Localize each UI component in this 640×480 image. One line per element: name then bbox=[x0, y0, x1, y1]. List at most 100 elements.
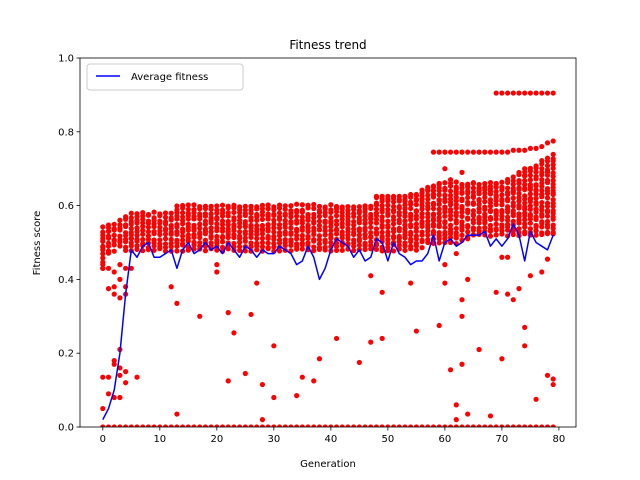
individual-point bbox=[271, 204, 277, 210]
individual-point bbox=[276, 222, 283, 228]
individual-point bbox=[322, 218, 328, 224]
individual-point bbox=[493, 208, 499, 214]
individual-point bbox=[504, 254, 511, 260]
individual-point bbox=[351, 210, 357, 217]
individual-point bbox=[231, 215, 237, 221]
zero-fitness-point bbox=[180, 424, 186, 427]
individual-point bbox=[214, 225, 220, 231]
individual-point bbox=[265, 222, 271, 228]
individual-point bbox=[402, 240, 408, 246]
individual-point bbox=[242, 370, 248, 377]
individual-point bbox=[140, 236, 146, 243]
individual-point bbox=[453, 225, 459, 232]
individual-point bbox=[550, 229, 556, 235]
x-axis-title: Generation bbox=[300, 459, 356, 470]
individual-point bbox=[265, 202, 271, 208]
individual-point bbox=[402, 222, 408, 228]
individual-point bbox=[333, 213, 340, 219]
individual-point bbox=[373, 210, 380, 216]
individual-point bbox=[162, 231, 169, 237]
individual-point bbox=[544, 155, 551, 161]
individual-point bbox=[322, 232, 328, 238]
individual-point bbox=[271, 221, 277, 227]
individual-point bbox=[390, 248, 397, 254]
y-tick-label: 0.4 bbox=[58, 275, 74, 286]
individual-point bbox=[493, 180, 499, 187]
individual-point bbox=[208, 211, 214, 217]
individual-point bbox=[123, 244, 129, 250]
individual-point bbox=[390, 203, 397, 210]
individual-point bbox=[180, 241, 186, 247]
individual-point bbox=[550, 181, 556, 187]
individual-point bbox=[191, 213, 197, 220]
zero-fitness-point bbox=[111, 424, 117, 427]
individual-point bbox=[533, 206, 539, 212]
individual-point bbox=[544, 163, 551, 169]
individual-point bbox=[191, 222, 197, 228]
individual-point bbox=[117, 365, 123, 371]
zero-fitness-point bbox=[214, 424, 220, 427]
individual-point bbox=[316, 356, 323, 362]
individual-point bbox=[425, 192, 431, 198]
individual-point bbox=[237, 239, 243, 245]
individual-point bbox=[550, 200, 556, 206]
x-tick-label: 30 bbox=[267, 434, 280, 445]
individual-point bbox=[214, 203, 220, 209]
individual-point bbox=[476, 214, 482, 220]
individual-point bbox=[419, 211, 425, 217]
individual-point bbox=[316, 226, 323, 232]
individual-point bbox=[197, 240, 203, 246]
individual-point bbox=[105, 248, 112, 254]
individual-point bbox=[430, 206, 437, 212]
individual-point bbox=[504, 221, 511, 227]
individual-point bbox=[385, 241, 391, 247]
individual-point bbox=[134, 246, 140, 252]
individual-point bbox=[174, 248, 180, 254]
individual-point bbox=[385, 202, 391, 208]
individual-point bbox=[362, 240, 368, 246]
individual-point bbox=[544, 140, 551, 146]
individual-point bbox=[419, 218, 425, 225]
individual-point bbox=[408, 243, 414, 249]
zero-fitness-point bbox=[151, 424, 157, 427]
individual-point bbox=[379, 202, 385, 209]
individual-point bbox=[134, 243, 140, 249]
individual-point bbox=[276, 230, 283, 236]
individual-point bbox=[442, 192, 448, 198]
individual-point bbox=[527, 211, 533, 218]
individual-point bbox=[202, 226, 209, 232]
individual-point bbox=[436, 240, 442, 246]
individual-point bbox=[311, 201, 317, 208]
individual-point bbox=[504, 291, 511, 297]
individual-point bbox=[413, 240, 419, 246]
individual-point bbox=[527, 182, 533, 188]
individual-point bbox=[276, 202, 283, 208]
individual-point bbox=[379, 335, 385, 342]
individual-point bbox=[339, 204, 345, 210]
individual-point bbox=[294, 213, 300, 219]
zero-fitness-point bbox=[436, 424, 442, 427]
zero-fitness-point bbox=[345, 424, 351, 427]
individual-point bbox=[425, 222, 431, 228]
legend-label-average-fitness: Average fitness bbox=[131, 72, 208, 83]
individual-point bbox=[522, 217, 528, 223]
individual-point bbox=[430, 184, 437, 190]
individual-point bbox=[231, 232, 237, 238]
individual-point bbox=[305, 211, 311, 218]
individual-point bbox=[185, 202, 191, 208]
individual-point bbox=[533, 214, 539, 220]
individual-point bbox=[368, 211, 374, 217]
individual-point bbox=[271, 394, 277, 401]
individual-point bbox=[151, 247, 157, 253]
individual-point bbox=[259, 244, 266, 250]
zero-fitness-point bbox=[476, 424, 482, 427]
zero-fitness-point bbox=[259, 424, 266, 427]
individual-point bbox=[487, 186, 494, 192]
individual-point bbox=[539, 191, 545, 198]
individual-point bbox=[333, 226, 340, 232]
individual-point bbox=[453, 230, 459, 236]
individual-point bbox=[362, 203, 368, 209]
individual-point bbox=[151, 215, 157, 221]
zero-fitness-point bbox=[419, 424, 425, 427]
individual-point bbox=[413, 191, 419, 198]
